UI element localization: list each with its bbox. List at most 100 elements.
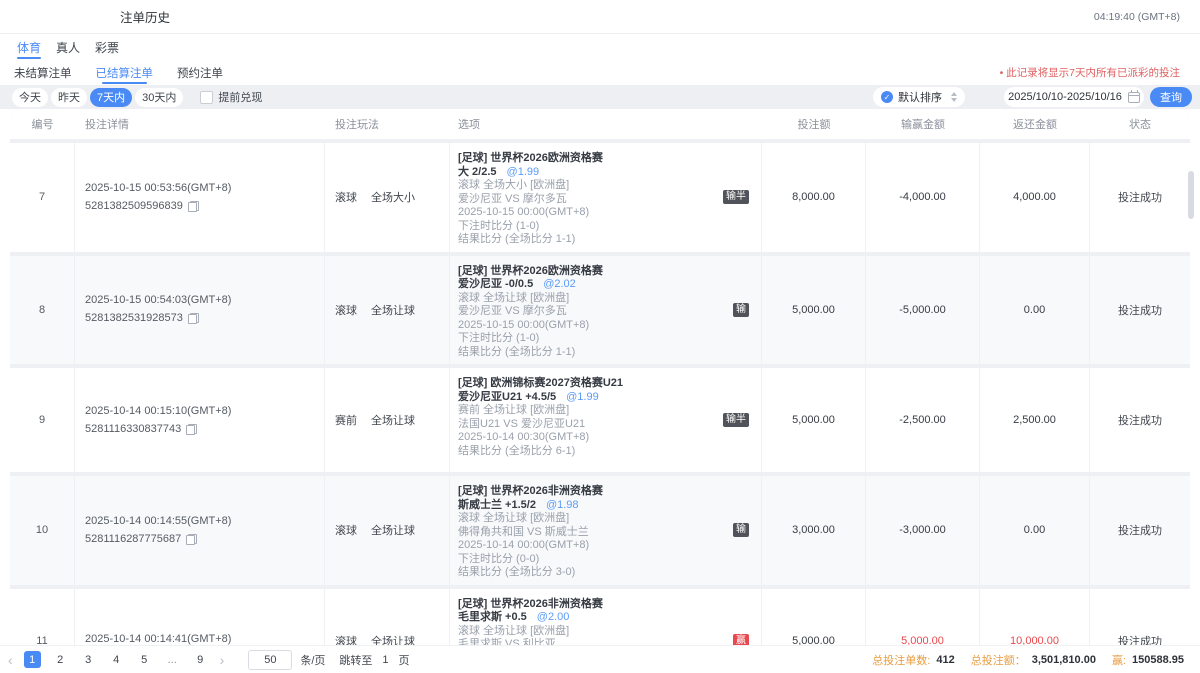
sel-line: 2025-10-15 00:00(GMT+8) <box>458 206 590 218</box>
bet-detail-cell: 2025-10-14 00:15:10(GMT+8) 5281116330837… <box>75 368 325 472</box>
page-button-1[interactable]: 1 <box>23 651 41 668</box>
play-cell: 滚球 全场大小 <box>325 143 450 252</box>
page-size-input[interactable] <box>248 649 293 670</box>
return-amount: 10,000.00 <box>980 588 1090 646</box>
status: 投注成功 <box>1118 304 1162 317</box>
result-badge: 输半 <box>723 190 749 205</box>
bet-pick: 爱沙尼亚U21 +4.5/5 <box>458 390 557 403</box>
bet-odds: @1.98 <box>545 498 579 511</box>
copy-icon[interactable] <box>187 200 199 212</box>
bet-time: 2025-10-15 00:53:56(GMT+8) <box>85 181 232 194</box>
bet-detail-cell: 2025-10-15 00:53:56(GMT+8) 5281382509596… <box>75 143 325 252</box>
page-button-5[interactable]: 5 <box>141 653 148 666</box>
col-no: 编号 <box>31 119 54 131</box>
subtab-unsettled[interactable]: 未结算注单 <box>14 67 72 80</box>
bet-id: 5281116287775687 <box>85 532 182 545</box>
sel-line: 爱沙尼亚 VS 摩尔多瓦 <box>458 192 567 205</box>
page-button-3[interactable]: 3 <box>85 653 92 666</box>
subtab-settled[interactable]: 已结算注单 <box>96 60 153 85</box>
sort-label: 默认排序 <box>898 92 942 104</box>
selection-cell: [足球] 世界杯2026非洲资格赛 斯威士兰 +1.5/2 @1.98 滚球 全… <box>450 476 762 585</box>
status: 投注成功 <box>1118 635 1162 647</box>
league-name: [足球] 世界杯2026非洲资格赛 <box>458 597 603 610</box>
filter-today[interactable]: 今天 <box>12 87 48 107</box>
calendar-icon <box>1127 89 1140 103</box>
col-detail: 投注详情 <box>85 119 129 131</box>
sel-line: 爱沙尼亚 VS 摩尔多瓦 <box>458 305 567 317</box>
page-button-4[interactable]: 4 <box>113 653 120 666</box>
win-loss: -4,000.00 <box>866 143 980 252</box>
tab-lottery[interactable]: 彩票 <box>95 40 120 55</box>
play-type: 滚球 <box>335 525 357 538</box>
copy-icon[interactable] <box>187 313 199 325</box>
play-name: 全场让球 <box>371 415 415 427</box>
league-name: [足球] 世界杯2026非洲资格赛 <box>458 485 603 497</box>
col-selection: 选项 <box>458 119 480 131</box>
sort-carets-icon <box>951 92 957 102</box>
league-name: [足球] 世界杯2026欧洲资格赛 <box>458 264 603 277</box>
page-button-2[interactable]: 2 <box>57 653 64 666</box>
sel-line: 赛前 全场让球 [欧洲盘] <box>458 404 570 416</box>
subtab-reserved[interactable]: 预约注单 <box>177 67 223 80</box>
row-no: 11 <box>10 588 75 646</box>
page-title: 注单历史 <box>120 11 171 25</box>
table-row: 10 2025-10-14 00:14:55(GMT+8) 5281116287… <box>10 476 1190 585</box>
jump-label: 跳转至 <box>339 654 373 667</box>
early-cashout-checkbox[interactable] <box>200 90 214 104</box>
bet-amount: 5,000.00 <box>762 588 866 646</box>
sel-lines: 滚球 全场让球 [欧洲盘] 佛得角共和国 VS 斯威士兰 2025-10-14 00… <box>458 512 721 580</box>
status: 投注成功 <box>1118 192 1162 205</box>
pagination: ‹ 1 2 3 4 5... 9 › <box>8 651 224 668</box>
next-page-icon[interactable]: › <box>219 651 225 668</box>
col-return: 返还金额 <box>1013 119 1057 131</box>
tab-sports[interactable]: 体育 <box>17 34 42 60</box>
prev-page-icon[interactable]: ‹ <box>8 651 13 668</box>
win-loss: 5,000.00 <box>866 588 980 646</box>
bet-time: 2025-10-14 00:14:55(GMT+8) <box>85 514 232 527</box>
sort-dropdown[interactable]: ✓ 默认排序 <box>873 87 965 107</box>
filter-bar: 今天 昨天 7天内 30天内 提前兑现 ✓ 默认排序 2025/10/10-20… <box>0 85 1200 109</box>
bet-amount: 8,000.00 <box>762 143 866 252</box>
return-amount: 0.00 <box>980 476 1090 585</box>
row-no: 9 <box>10 368 75 472</box>
win-loss: -2,500.00 <box>866 368 980 472</box>
page-button-9[interactable]: 9 <box>197 653 204 666</box>
bet-amount: 5,000.00 <box>762 368 866 472</box>
copy-icon[interactable] <box>186 533 198 545</box>
app-header: 注单历史 04:19:40 (GMT+8) <box>0 0 1200 34</box>
page-buttons: 1 2 3 4 5... 9 <box>23 651 209 668</box>
date-range-picker[interactable]: 2025/10/10-2025/10/16 <box>1004 87 1144 107</box>
play-type: 滚球 <box>335 635 357 647</box>
page-size-unit: 条/页 <box>300 654 326 667</box>
bet-id: 5281116330837743 <box>85 422 182 435</box>
sel-line: 下注时比分 (1-0) <box>458 219 540 232</box>
status: 投注成功 <box>1118 415 1162 427</box>
bet-amount: 5,000.00 <box>762 255 866 364</box>
bet-odds: @1.99 <box>506 165 540 178</box>
sel-line: 下注时比分 (1-0) <box>458 332 540 344</box>
filter-7days[interactable]: 7天内 <box>90 87 133 107</box>
sel-line: 结果比分 (全场比分 1-1) <box>458 345 576 358</box>
win-loss: -5,000.00 <box>866 255 980 364</box>
sel-line: 滚球 全场大小 [欧洲盘] <box>458 179 570 191</box>
filter-30days[interactable]: 30天内 <box>135 87 184 107</box>
play-type: 赛前 <box>335 415 357 427</box>
search-button[interactable]: 查询 <box>1150 87 1192 107</box>
bet-pick: 毛里求斯 +0.5 <box>458 611 527 623</box>
sel-lines: 滚球 全场大小 [欧洲盘] 爱沙尼亚 VS 摩尔多瓦 2025-10-15 00:0… <box>458 179 721 247</box>
league-name: [足球] 欧洲锦标赛2027资格赛U21 <box>458 377 624 389</box>
sub-tabs: 未结算注单 已结算注单 预约注单 • 此记录将显示7天内所有已派彩的投注 <box>0 60 1200 85</box>
vertical-scrollbar[interactable] <box>1188 171 1194 219</box>
total-win-value: 150588.95 <box>1132 653 1184 666</box>
copy-icon[interactable] <box>186 423 198 435</box>
sel-lines: 滚球 全场让球 [欧洲盘] 爱沙尼亚 VS 摩尔多瓦 2025-10-15 00:0… <box>458 292 721 360</box>
jump-page-value[interactable]: 1 <box>382 653 389 666</box>
sel-lines: 滚球 全场让球 [欧洲盘] 毛里求斯 VS 利比亚 <box>458 625 721 647</box>
total-count-value: 412 <box>936 653 955 666</box>
early-cashout-group: 提前兑现 <box>200 89 262 105</box>
tab-live[interactable]: 真人 <box>56 40 81 55</box>
play-name: 全场让球 <box>371 525 415 538</box>
play-name: 全场大小 <box>371 192 415 205</box>
filter-yesterday[interactable]: 昨天 <box>51 87 87 107</box>
sel-line: 2025-10-15 00:00(GMT+8) <box>458 318 590 331</box>
